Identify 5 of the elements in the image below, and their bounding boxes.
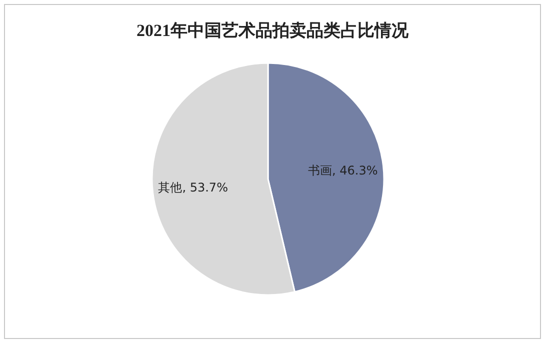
data-label: , 53.7%: [182, 180, 228, 195]
slice-label: 书画: [308, 163, 332, 178]
slice-label: 其他: [158, 180, 182, 195]
chart-title: 2021年中国艺术品拍卖品类占比情况: [136, 21, 410, 40]
data-label: , 46.3%: [332, 163, 378, 178]
